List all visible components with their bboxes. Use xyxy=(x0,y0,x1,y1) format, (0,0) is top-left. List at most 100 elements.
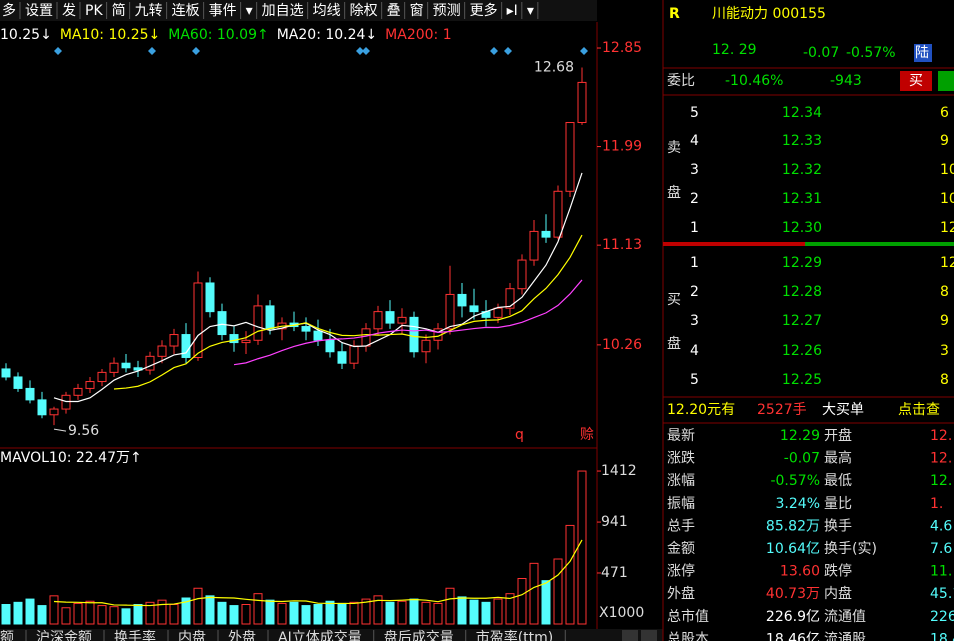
volume-bar xyxy=(493,598,503,625)
tab-bar xyxy=(0,629,663,641)
book-level: 4 xyxy=(690,133,699,149)
toolbar-button[interactable]: 连板 xyxy=(172,3,200,19)
event-marker[interactable] xyxy=(356,47,364,55)
book-level: 5 xyxy=(690,372,699,388)
toolbar-button[interactable]: 简 xyxy=(112,2,126,19)
volume-bar xyxy=(397,600,407,625)
book-volume: 10 xyxy=(940,191,954,207)
event-marker[interactable] xyxy=(580,47,588,55)
toolbar-button[interactable]: 除权 xyxy=(350,3,378,19)
tab[interactable]: 市盈率(ttm) xyxy=(476,629,554,641)
candle-body xyxy=(361,328,371,347)
candle-body xyxy=(529,230,539,261)
scroll-right[interactable] xyxy=(641,630,657,641)
toolbar-button[interactable]: 预测 xyxy=(433,3,461,19)
tab[interactable]: 沪深金额 xyxy=(36,630,92,641)
candle-body xyxy=(85,381,95,389)
stat-label: 内盘 xyxy=(824,585,852,602)
toolbar-button[interactable]: 窗 xyxy=(410,2,424,19)
book-level: 2 xyxy=(690,191,699,207)
book-price: 12.29 xyxy=(782,255,822,271)
tab[interactable]: 内盘 xyxy=(178,629,206,641)
ma-legend: MA200: 1 xyxy=(385,27,451,43)
toolbar-button[interactable]: 叠 xyxy=(387,3,401,19)
y-tick-label: 12.85 xyxy=(602,40,642,56)
book-volume: 3 xyxy=(940,343,949,359)
event-marker[interactable] xyxy=(362,47,370,55)
volume-unit: X1000 xyxy=(599,605,644,621)
toolbar-button[interactable]: ▾ xyxy=(527,3,534,19)
badge: R xyxy=(669,6,680,22)
toolbar-button[interactable]: ▾ xyxy=(246,3,253,19)
stat-value: 12. xyxy=(930,451,952,467)
stat-value: 226.9 xyxy=(930,609,954,625)
toolbar-button[interactable]: 事件 xyxy=(209,3,237,19)
candle-body xyxy=(25,387,35,401)
toolbar-button[interactable]: 九转 xyxy=(135,3,163,19)
volume-bar xyxy=(313,604,323,625)
volume-bar xyxy=(61,607,71,625)
volume-bar xyxy=(325,600,335,625)
book-label: 盘 xyxy=(667,335,681,352)
sell-box[interactable] xyxy=(938,71,954,91)
scroll-left[interactable] xyxy=(622,630,638,641)
marker-label: q xyxy=(515,427,524,443)
book-price: 12.27 xyxy=(782,313,822,329)
price: 12. 29 xyxy=(712,42,757,58)
candle-body xyxy=(217,311,227,336)
toolbar-button[interactable]: 发 xyxy=(62,3,76,19)
change: -0.07 xyxy=(803,45,839,61)
candle-body xyxy=(493,307,503,318)
book-level: 2 xyxy=(690,284,699,300)
stat-label: 流通值 xyxy=(824,609,866,625)
candle-body xyxy=(241,339,251,344)
candle-body xyxy=(73,387,83,396)
big-order[interactable]: 点击查 xyxy=(898,402,940,418)
candle-body xyxy=(337,351,347,364)
toolbar-button[interactable]: ▸I xyxy=(507,3,518,19)
buy-button[interactable]: 买 xyxy=(909,73,923,89)
candle-body xyxy=(373,311,383,330)
y-tick-label: 11.13 xyxy=(602,237,642,253)
low-pointer xyxy=(53,428,67,432)
stat-label: 最低 xyxy=(824,473,852,489)
v-tick-label: 941 xyxy=(601,514,628,530)
toolbar-button[interactable]: 更多 xyxy=(470,2,498,19)
toolbar-button[interactable]: PK xyxy=(85,3,103,19)
book-label: 买 xyxy=(667,292,681,308)
event-marker[interactable] xyxy=(192,47,200,55)
volume-bar xyxy=(457,596,467,625)
volume-bar xyxy=(229,605,239,625)
toolbar-button[interactable]: 均线 xyxy=(313,3,341,19)
event-marker[interactable] xyxy=(54,47,62,55)
candle-body xyxy=(37,399,47,416)
buy-box[interactable] xyxy=(900,71,932,91)
toolbar-button[interactable]: 设置 xyxy=(25,3,53,19)
book-level: 3 xyxy=(690,313,699,329)
candle-body xyxy=(445,293,455,330)
tab[interactable]: AI立体成交量 xyxy=(278,629,362,641)
volume-bar xyxy=(85,600,95,625)
toolbar-button[interactable]: 加自选 xyxy=(262,3,304,19)
candle-body xyxy=(409,316,419,353)
book-volume: 12 xyxy=(940,255,954,271)
event-marker[interactable] xyxy=(504,47,512,55)
ma-legend: MA20: 10.24↓ xyxy=(277,27,377,43)
tab[interactable]: 额 xyxy=(0,630,14,641)
stat-label: 跌停 xyxy=(824,563,852,580)
event-marker[interactable] xyxy=(490,47,498,55)
book-price: 12.32 xyxy=(782,162,822,178)
toolbar-button[interactable]: 多 xyxy=(2,2,16,19)
stat-label: 金额 xyxy=(667,541,695,557)
stat-value: -0.57% xyxy=(770,473,820,489)
tab[interactable]: 外盘 xyxy=(228,629,256,641)
tab[interactable]: 换手率 xyxy=(114,629,156,641)
v-tick-label: 1412 xyxy=(601,463,637,479)
stat-label: 振幅 xyxy=(667,496,695,512)
volume-bar xyxy=(73,602,83,625)
volume-bar xyxy=(253,593,263,625)
event-marker[interactable] xyxy=(148,47,156,55)
tab[interactable]: 盘后成交量 xyxy=(384,629,454,641)
stock-title: 川能动力 000155 xyxy=(712,6,826,22)
